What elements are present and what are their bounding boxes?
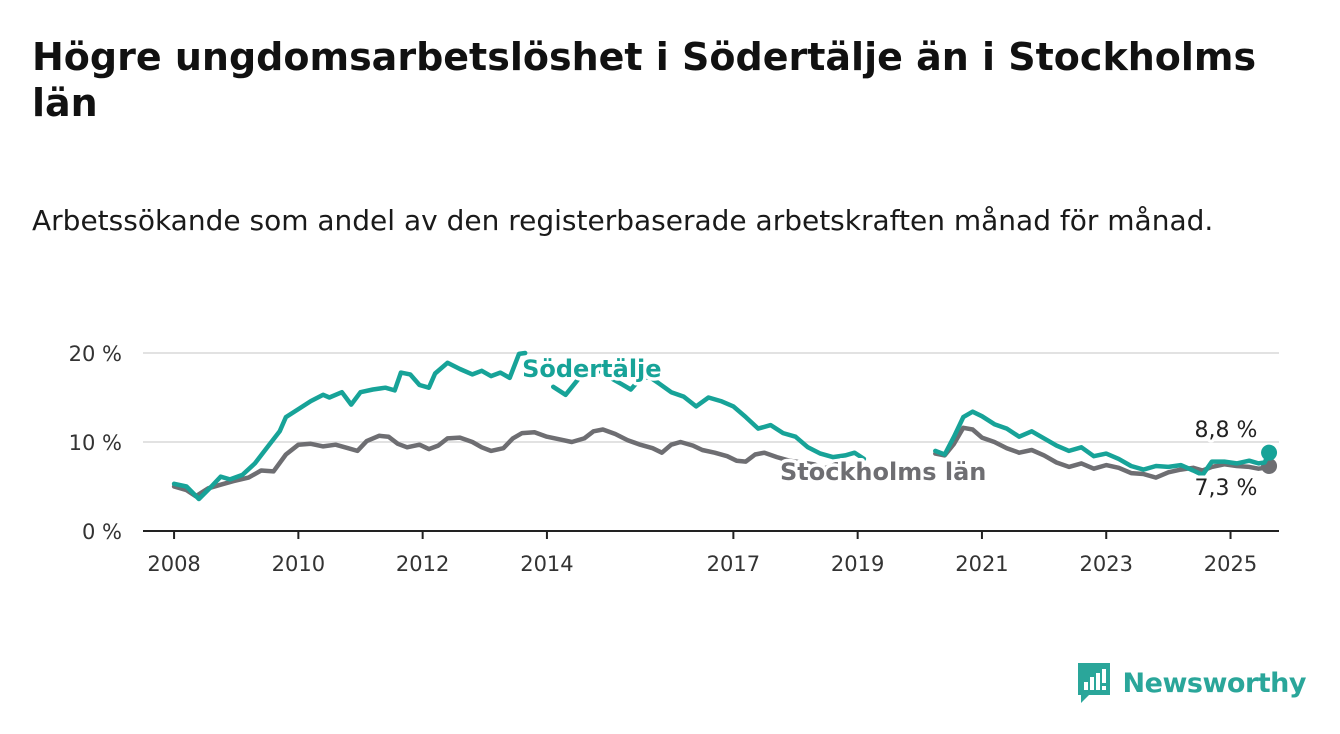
chart-title: Högre ungdomsarbetslöshet i Södertälje ä… [32,35,1257,125]
x-tick-label: 2023 [1080,552,1133,576]
end-value-label-stockholm: 7,3 % [1195,476,1258,501]
series-line-sodertalje-part-2 [550,365,867,462]
x-tick-label: 2025 [1204,552,1257,576]
series-lines [171,350,1278,502]
y-tick-label: 20 % [69,342,122,366]
series-line-sodertalje-part-1 [171,350,528,502]
x-tick-label: 2017 [707,552,760,576]
end-value-label-sodertalje: 8,8 % [1195,418,1258,443]
chart-subtitle: Arbetssökande som andel av den registerb… [32,204,1214,237]
x-tick-label: 2019 [831,552,884,576]
series-label-sodertalje: Södertälje [522,355,661,383]
grid-lines [143,352,1279,443]
x-tick-label: 2021 [955,552,1008,576]
series-line-stockholm-part-2 [933,425,1272,480]
x-tick-label: 2012 [396,552,449,576]
y-tick-label: 0 % [82,520,122,544]
x-tick-label: 2008 [147,552,200,576]
brand-name: Newsworthy [1122,667,1307,699]
newsworthy-logo-icon [1077,663,1110,703]
y-tick-label: 10 % [69,431,122,455]
brand-logo: Newsworthy [1075,660,1307,706]
series-line-stockholm-part-1 [171,427,907,499]
axes: 0 % 10 % 20 % 2008 2010 2012 2014 2017 2019 2021 2… [69,342,1279,576]
x-tick-label: 2010 [272,552,325,576]
series-label-stockholm: Stockholms län [780,458,986,486]
series-labels: Södertälje Stockholms län 8,8 % 7,3 % [519,352,1261,505]
x-tick-label: 2014 [520,552,573,576]
end-point-sodertalje [1261,444,1278,461]
series-line-sodertalje-part-3 [933,409,1272,478]
